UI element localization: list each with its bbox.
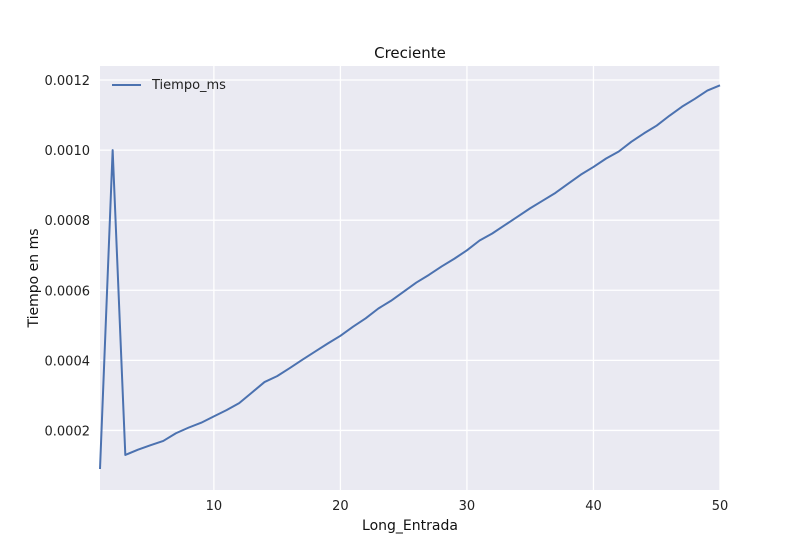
y-axis-title: Tiempo en ms <box>26 228 42 328</box>
x-tick-label: 30 <box>459 499 476 514</box>
chart-title: Creciente <box>374 44 446 62</box>
y-tick-label: 0.0012 <box>45 74 91 89</box>
vertical-gridlines <box>213 66 721 490</box>
x-tick-label: 20 <box>332 499 349 514</box>
plot-area <box>100 66 720 490</box>
legend-label-tiempo-ms: Tiempo_ms <box>151 78 226 93</box>
y-tick-labels: 0.0002 0.0004 0.0006 0.0008 0.0010 0.0012 <box>45 74 91 439</box>
x-tick-label: 50 <box>712 499 729 514</box>
horizontal-gridlines <box>100 79 720 432</box>
y-tick-label: 0.0002 <box>45 424 91 439</box>
legend: Tiempo_ms <box>112 78 226 93</box>
x-axis-title: Long_Entrada <box>362 518 458 534</box>
y-tick-label: 0.0004 <box>45 354 91 369</box>
x-tick-labels: 10 20 30 40 50 <box>206 499 729 514</box>
series-line-tiempo-ms <box>99 84 721 470</box>
y-tick-label: 0.0008 <box>45 214 91 229</box>
x-tick-label: 10 <box>206 499 223 514</box>
y-tick-label: 0.0010 <box>45 144 91 159</box>
series-layer <box>99 84 721 470</box>
x-tick-label: 40 <box>585 499 602 514</box>
y-tick-label: 0.0006 <box>45 284 91 299</box>
